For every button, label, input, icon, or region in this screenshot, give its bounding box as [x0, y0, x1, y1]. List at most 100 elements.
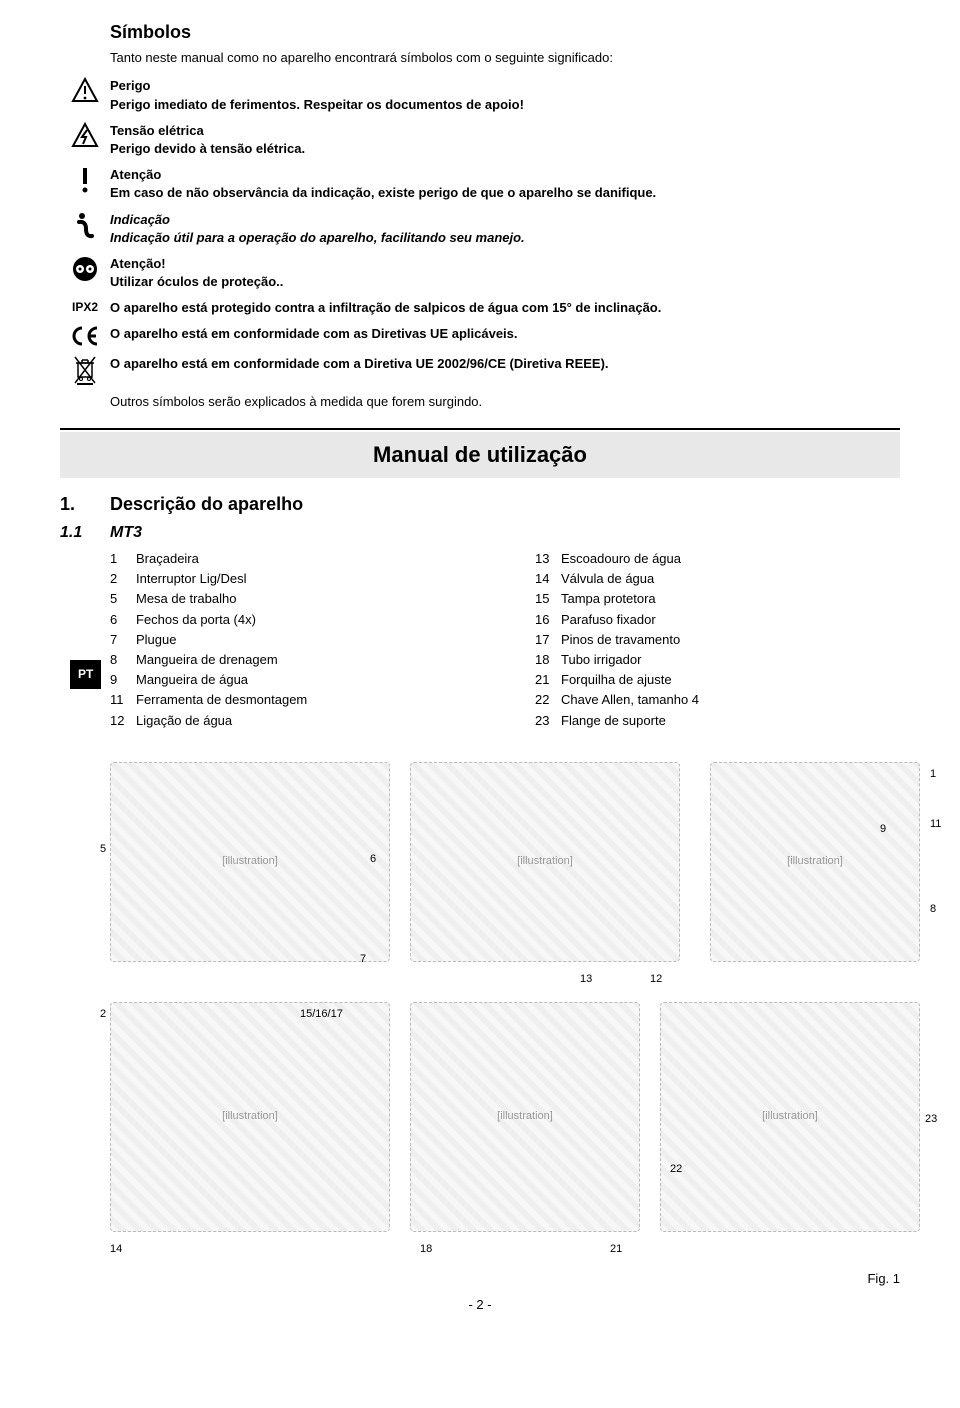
- figure-callout: 8: [930, 902, 936, 917]
- figure-callout: 1: [930, 767, 936, 782]
- part-number: 13: [535, 550, 561, 568]
- part-item: 23Flange de suporte: [535, 712, 900, 730]
- part-item: 22Chave Allen, tamanho 4: [535, 691, 900, 709]
- symbol-line: O aparelho está protegido contra a infil…: [110, 299, 900, 317]
- ce-mark-icon: [60, 325, 110, 347]
- weee-bin-icon: [60, 355, 110, 385]
- figure-callout: 22: [670, 1162, 682, 1177]
- part-name: Pinos de travamento: [561, 631, 900, 649]
- symbol-row: Atenção!Utilizar óculos de proteção..: [60, 255, 900, 291]
- symbol-text: Tensão elétricaPerigo devido à tensão el…: [110, 122, 900, 158]
- symbol-line: Atenção: [110, 166, 900, 184]
- part-name: Parafuso fixador: [561, 611, 900, 629]
- part-item: 6Fechos da porta (4x): [110, 611, 475, 629]
- language-tag: PT: [70, 660, 101, 689]
- part-name: Fechos da porta (4x): [136, 611, 475, 629]
- part-number: 23: [535, 712, 561, 730]
- part-item: 2Interruptor Lig/Desl: [110, 570, 475, 588]
- part-number: 5: [110, 590, 136, 608]
- figure-callout: 5: [100, 842, 106, 857]
- symbol-line: Indicação: [110, 211, 900, 229]
- parts-columns: 1Braçadeira 2Interruptor Lig/Desl 5Mesa de…: [110, 550, 900, 732]
- symbol-line: Indicação útil para a operação do aparel…: [110, 229, 900, 247]
- figure-callout: 6: [370, 852, 376, 867]
- symbol-row: Tensão elétricaPerigo devido à tensão el…: [60, 122, 900, 158]
- figure-callout: 11: [930, 817, 941, 832]
- symbol-row: IPX2O aparelho está protegido contra a i…: [60, 299, 900, 317]
- part-item: 11Ferramenta de desmontagem: [110, 691, 475, 709]
- parts-right-col: 13Escoadouro de água14Válvula de água15T…: [535, 550, 900, 732]
- part-number: 22: [535, 691, 561, 709]
- part-number: 6: [110, 611, 136, 629]
- figure-illustration: [illustration]: [410, 1002, 640, 1232]
- section-11-title: MT3: [110, 522, 142, 544]
- figure-illustration: [illustration]: [110, 1002, 390, 1232]
- figure-callout: 21: [610, 1242, 622, 1257]
- part-item: 8Mangueira de drenagem: [110, 651, 475, 669]
- part-name: Mangueira de drenagem: [136, 651, 475, 669]
- symbol-line: O aparelho está em conformidade com as D…: [110, 325, 900, 343]
- info-i-icon: [60, 211, 110, 239]
- part-name: Ferramenta de desmontagem: [136, 691, 475, 709]
- part-name: Tubo irrigador: [561, 651, 900, 669]
- figure-illustration: [illustration]: [110, 762, 390, 962]
- symbol-text: O aparelho está em conformidade com as D…: [110, 325, 900, 343]
- symbol-text: O aparelho está em conformidade com a Di…: [110, 355, 900, 373]
- part-name: Flange de suporte: [561, 712, 900, 730]
- part-number: 1: [110, 550, 136, 568]
- part-name: Ligação de água: [136, 712, 475, 730]
- part-item: 1Braçadeira: [110, 550, 475, 568]
- symbol-text: AtençãoEm caso de não observância da ind…: [110, 166, 900, 202]
- part-item: 5Mesa de trabalho: [110, 590, 475, 608]
- figure-illustration: [illustration]: [410, 762, 680, 962]
- section-1-num: 1.: [60, 492, 110, 517]
- extra-note: Outros símbolos serão explicados à medid…: [110, 393, 900, 411]
- symbol-row: O aparelho está em conformidade com as D…: [60, 325, 900, 347]
- part-number: 16: [535, 611, 561, 629]
- warning-triangle-icon: [60, 77, 110, 103]
- part-name: Chave Allen, tamanho 4: [561, 691, 900, 709]
- part-item: 14Válvula de água: [535, 570, 900, 588]
- part-number: 11: [110, 691, 136, 709]
- part-item: 21Forquilha de ajuste: [535, 671, 900, 689]
- symbol-line: Em caso de não observância da indicação,…: [110, 184, 900, 202]
- symbol-line: O aparelho está em conformidade com a Di…: [110, 355, 900, 373]
- symbol-row: O aparelho está em conformidade com a Di…: [60, 355, 900, 385]
- figure-callout: 12: [650, 972, 662, 987]
- symbol-line: Utilizar óculos de proteção..: [110, 273, 900, 291]
- part-item: 9Mangueira de água: [110, 671, 475, 689]
- part-number: 7: [110, 631, 136, 649]
- figure-illustration: [illustration]: [710, 762, 920, 962]
- goggles-icon: [60, 255, 110, 283]
- part-number: 14: [535, 570, 561, 588]
- figure-illustration: [illustration]: [660, 1002, 920, 1232]
- part-name: Plugue: [136, 631, 475, 649]
- part-name: Mangueira de água: [136, 671, 475, 689]
- page-number: - 2 -: [60, 1296, 900, 1314]
- part-name: Interruptor Lig/Desl: [136, 570, 475, 588]
- part-name: Mesa de trabalho: [136, 590, 475, 608]
- symbol-text: PerigoPerigo imediato de ferimentos. Res…: [110, 77, 900, 113]
- figure-callout: 2: [100, 1007, 106, 1022]
- symbol-row: IndicaçãoIndicação útil para a operação …: [60, 211, 900, 247]
- part-item: 7Plugue: [110, 631, 475, 649]
- part-item: 17Pinos de travamento: [535, 631, 900, 649]
- ipx2-icon: IPX2: [60, 299, 110, 316]
- figure-callout: 15/16/17: [300, 1007, 343, 1022]
- part-name: Válvula de água: [561, 570, 900, 588]
- part-number: 18: [535, 651, 561, 669]
- part-name: Tampa protetora: [561, 590, 900, 608]
- figure-callout: 13: [580, 972, 592, 987]
- part-number: 9: [110, 671, 136, 689]
- part-number: 8: [110, 651, 136, 669]
- symbol-line: Perigo: [110, 77, 900, 95]
- symbol-text: Atenção!Utilizar óculos de proteção..: [110, 255, 900, 291]
- section-11-row: 1.1 MT3: [60, 522, 900, 544]
- figure-callout: 23: [925, 1112, 937, 1127]
- part-item: 16Parafuso fixador: [535, 611, 900, 629]
- part-number: 12: [110, 712, 136, 730]
- symbol-line: Perigo devido à tensão elétrica.: [110, 140, 900, 158]
- figure-callout: 9: [880, 822, 886, 837]
- symbol-text: IndicaçãoIndicação útil para a operação …: [110, 211, 900, 247]
- symbol-row: PerigoPerigo imediato de ferimentos. Res…: [60, 77, 900, 113]
